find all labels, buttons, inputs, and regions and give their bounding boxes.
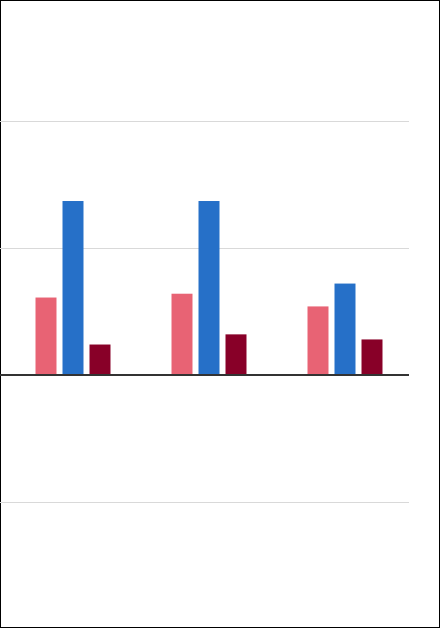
bar	[198, 201, 220, 375]
bar	[334, 283, 356, 375]
bar	[35, 297, 57, 375]
bar	[307, 306, 329, 375]
bar	[89, 344, 111, 375]
bar	[225, 334, 247, 375]
bar	[62, 201, 84, 375]
bar	[361, 339, 383, 375]
bar	[171, 293, 193, 375]
